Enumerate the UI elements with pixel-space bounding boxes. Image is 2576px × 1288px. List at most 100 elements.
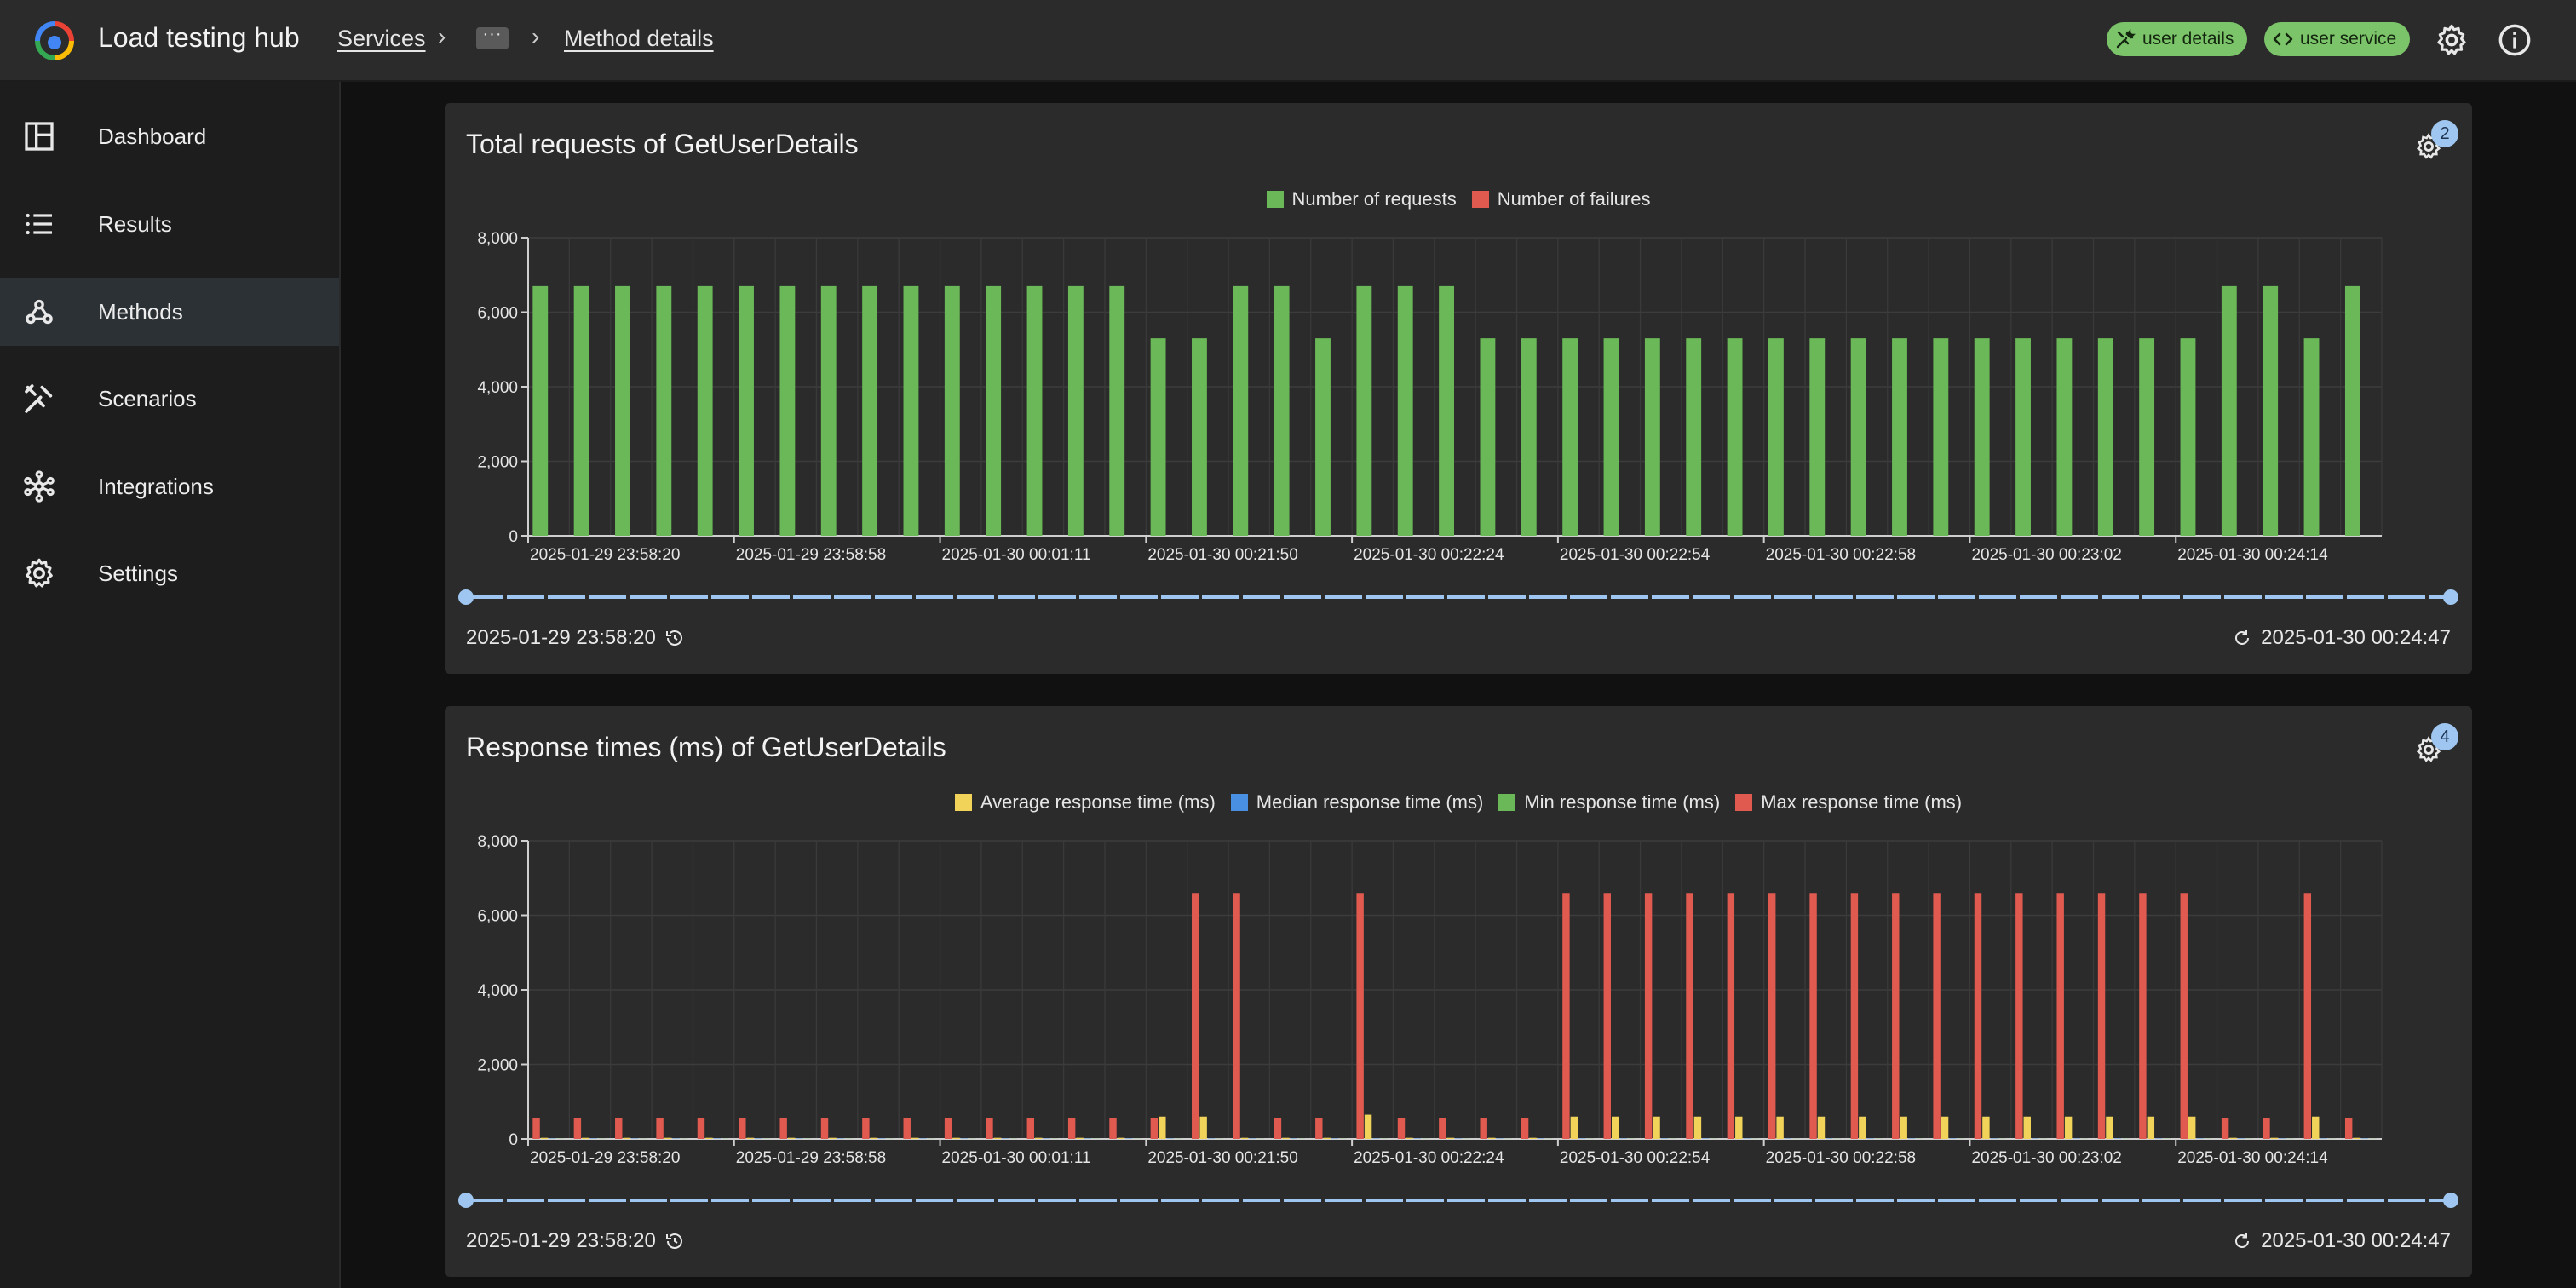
bar [1315,338,1331,536]
chip-user-service[interactable]: user service [2264,22,2411,56]
bar [573,1118,582,1139]
bar [615,1118,623,1139]
history-icon[interactable] [664,628,685,648]
legend-label: Number of requests [1291,188,1457,210]
legend-swatch [1498,794,1516,811]
bar [1809,893,1817,1139]
sidebar-item-methods[interactable]: Methods [0,278,339,346]
breadcrumb-services[interactable]: Services [337,26,426,51]
bar [903,1118,911,1139]
x-tick-label: 2025-01-29 23:58:20 [530,1149,680,1167]
info-icon[interactable] [2497,22,2533,58]
legend-swatch [1471,191,1489,208]
bar [2353,1137,2360,1139]
breadcrumb-method-details[interactable]: Method details [564,26,714,51]
legend-item-median[interactable]: Median response time (ms) [1230,791,1483,814]
bar [697,1118,705,1139]
bar [1941,1116,1949,1139]
bar [1274,1118,1282,1139]
bar [532,1118,540,1139]
bar [1439,285,1454,536]
range-end-label: 2025-01-30 00:24:47 [2261,1229,2451,1252]
legend-item-min[interactable]: Min response time (ms) [1498,791,1720,814]
bar [1611,1116,1619,1139]
refresh-icon[interactable] [2232,628,2252,648]
bar [820,1118,829,1139]
legend-item-max[interactable]: Max response time (ms) [1735,791,1962,814]
bar [1282,1137,1290,1139]
bar [664,1137,672,1139]
bar [1446,1137,1454,1139]
bar [1892,893,1900,1139]
range-slider-end-handle[interactable] [2443,589,2458,605]
bar [1109,285,1125,536]
x-tick-label: 2025-01-29 23:58:58 [736,546,886,564]
chip-user-details[interactable]: user details [2107,22,2248,56]
bar [1076,1137,1084,1139]
legend-item-requests[interactable]: Number of requests [1266,188,1457,210]
bar [573,285,589,536]
bar [656,1118,664,1139]
code-icon [2273,32,2293,46]
sidebar-item-results[interactable]: Results [0,190,339,258]
history-icon[interactable] [664,1231,685,1251]
bar [1480,338,1496,536]
range-slider-end-handle[interactable] [2443,1193,2458,1208]
settings-count-badge: 4 [2431,723,2458,750]
range-slider-start-handle[interactable] [458,1193,474,1208]
sidebar: Dashboard Results Methods Scenarios Inte… [0,82,341,1288]
y-tick-label: 8,000 [477,833,518,851]
x-tick-label: 2025-01-30 00:21:50 [1147,1149,1297,1167]
x-tick-label: 2025-01-30 00:22:54 [1560,546,1711,564]
refresh-icon[interactable] [2232,1231,2252,1251]
bar [1735,1116,1743,1139]
bar [1859,1116,1866,1139]
bar [532,285,549,536]
bar [1199,1116,1207,1139]
sidebar-item-dashboard[interactable]: Dashboard [0,102,339,170]
bar [1035,1137,1043,1139]
range-slider-start-handle[interactable] [458,589,474,605]
bar [2180,338,2196,536]
breadcrumb-more-button[interactable]: ··· [476,26,509,49]
bar [779,1118,787,1139]
bar [1356,285,1372,536]
bar [1817,1116,1826,1139]
bar [944,1118,952,1139]
bar [1603,893,1611,1139]
chart-legend: Number of requests Number of failures [445,188,2472,210]
bar [2147,1116,2155,1139]
hub-icon [24,470,55,503]
requests-bar-chart: 0 2,000 4,000 6,000 8,000 2025-01-29 23:58:20… [458,230,2458,605]
sidebar-item-scenarios[interactable]: Scenarios [0,365,339,433]
bar [1323,1137,1331,1139]
bar [1529,1137,1537,1139]
bar [1026,285,1043,536]
bar [2270,1137,2279,1139]
bar [2097,893,2106,1139]
gear-icon[interactable] [2434,22,2470,58]
bar [2188,1116,2196,1139]
bar [1356,893,1364,1139]
x-tick-label: 2025-01-30 00:22:54 [1560,1149,1711,1167]
x-tick-label: 2025-01-30 00:22:58 [1766,1149,1916,1167]
x-tick-label: 2025-01-30 00:22:24 [1354,546,1504,564]
bar [1653,1116,1660,1139]
sidebar-item-integrations[interactable]: Integrations [0,452,339,520]
sidebar-item-settings[interactable]: Settings [0,539,339,607]
bar [1727,893,1735,1139]
y-tick-label: 4,000 [477,982,518,1000]
webhook-icon [26,299,53,325]
sidebar-item-label: Settings [98,560,178,586]
range-start-label: 2025-01-29 23:58:20 [466,1229,656,1252]
bar [1933,338,1949,536]
bar [787,1137,796,1139]
legend-item-failures[interactable]: Number of failures [1471,188,1650,210]
bar [1521,338,1537,536]
bar [1603,338,1619,536]
legend-swatch [1266,191,1284,208]
sidebar-item-label: Methods [98,298,183,325]
legend-item-average[interactable]: Average response time (ms) [954,791,1216,814]
bar [2097,338,2113,536]
bar [820,285,837,536]
